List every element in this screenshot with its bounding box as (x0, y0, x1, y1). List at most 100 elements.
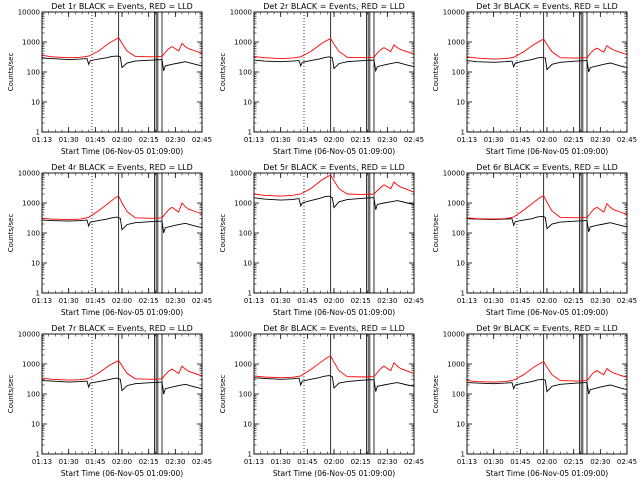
detector-panel-5: Det 5r BLACK = Events, RED = LLD Counts/s… (219, 163, 424, 317)
y-axis-label: Counts/sec (7, 375, 15, 414)
y-tick-label: 10 (243, 260, 252, 268)
y-tick-label: 1 (461, 451, 465, 459)
series-line-events (41, 377, 203, 395)
x-tick-label: 02:30 (590, 136, 610, 144)
panel-title: Det 1r BLACK = Events, RED = LLD (51, 2, 193, 11)
x-tick-label: 01:13 (32, 458, 52, 466)
x-tick-label: 01:30 (271, 297, 291, 305)
plot-frame (253, 172, 415, 294)
panel-title: Det 3r BLACK = Events, RED = LLD (476, 2, 618, 11)
x-tick-label: 02:00 (537, 458, 557, 466)
x-tick-label: 01:30 (59, 136, 79, 144)
panel-title: Det 5r BLACK = Events, RED = LLD (263, 163, 405, 172)
x-tick-label: 02:45 (192, 136, 212, 144)
x-tick-label: 02:15 (351, 136, 371, 144)
x-tick-label: 01:30 (484, 297, 504, 305)
plot-frame (466, 172, 628, 294)
y-tick-label: 1000 (22, 361, 40, 369)
x-tick-label: 01:13 (457, 297, 477, 305)
panel-title: Det 9r BLACK = Events, RED = LLD (476, 324, 618, 333)
x-tick-label: 01:45 (85, 297, 105, 305)
series-line-events (466, 56, 628, 73)
x-tick-label: 02:15 (564, 458, 584, 466)
x-tick-label: 02:00 (324, 136, 344, 144)
series-line-events (466, 378, 628, 395)
panel-title: Det 8r BLACK = Events, RED = LLD (263, 324, 405, 333)
x-tick-label: 01:13 (457, 136, 477, 144)
y-tick-label: 10000 (443, 170, 465, 178)
x-tick-label: 02:45 (192, 297, 212, 305)
y-axis-label: Counts/sec (7, 53, 15, 92)
x-tick-label: 01:13 (32, 136, 52, 144)
detector-panel-3: Det 3r BLACK = Events, RED = LLD Counts/s… (432, 2, 637, 156)
y-tick-label: 10000 (443, 9, 465, 17)
x-tick-label: 02:45 (617, 297, 637, 305)
series-line-events (466, 215, 628, 232)
x-tick-label: 01:13 (244, 458, 264, 466)
series-line-lld (466, 361, 628, 383)
y-tick-label: 100 (27, 230, 40, 238)
x-tick-label: 02:30 (377, 458, 397, 466)
y-tick-label: 1 (36, 290, 40, 298)
x-tick-label: 01:13 (244, 136, 264, 144)
x-axis-label: Start Time (06-Nov-05 01:09:00) (486, 308, 608, 317)
x-tick-label: 01:45 (85, 136, 105, 144)
y-axis-label: Counts/sec (219, 53, 227, 92)
x-tick-label: 02:30 (590, 297, 610, 305)
y-tick-label: 100 (27, 69, 40, 77)
x-tick-label: 01:13 (32, 297, 52, 305)
x-axis-label: Start Time (06-Nov-05 01:09:00) (273, 308, 395, 317)
y-tick-label: 10 (456, 99, 465, 107)
x-tick-label: 02:30 (377, 136, 397, 144)
plot-frame (253, 333, 415, 455)
x-tick-label: 01:45 (510, 136, 530, 144)
x-tick-label: 02:30 (165, 297, 185, 305)
x-axis-label: Start Time (06-Nov-05 01:09:00) (61, 469, 183, 478)
x-tick-label: 02:30 (377, 297, 397, 305)
x-tick-label: 02:15 (139, 297, 159, 305)
y-tick-label: 1000 (447, 361, 465, 369)
x-tick-label: 02:15 (351, 458, 371, 466)
y-tick-label: 100 (27, 391, 40, 399)
plot-frame (41, 11, 203, 133)
y-tick-label: 100 (452, 230, 465, 238)
y-tick-label: 10000 (18, 331, 40, 339)
x-axis-label: Start Time (06-Nov-05 01:09:00) (61, 147, 183, 156)
y-tick-label: 1 (461, 290, 465, 298)
detector-panel-1: Det 1r BLACK = Events, RED = LLD Counts/s… (7, 2, 212, 156)
x-tick-label: 02:15 (564, 136, 584, 144)
plot-frame (253, 11, 415, 133)
y-tick-label: 100 (452, 391, 465, 399)
y-tick-label: 10000 (230, 170, 252, 178)
series-line-events (253, 195, 415, 210)
series-line-events (41, 216, 203, 234)
x-tick-label: 01:45 (297, 136, 317, 144)
x-tick-label: 02:30 (165, 136, 185, 144)
y-tick-label: 1 (248, 451, 252, 459)
y-tick-label: 10000 (230, 9, 252, 17)
x-tick-label: 01:13 (457, 458, 477, 466)
detector-panel-6: Det 6r BLACK = Events, RED = LLD Counts/s… (432, 163, 637, 317)
panel-title: Det 7r BLACK = Events, RED = LLD (51, 324, 193, 333)
series-line-lld (41, 36, 203, 59)
panel-title: Det 4r BLACK = Events, RED = LLD (51, 163, 193, 172)
x-tick-label: 01:45 (510, 458, 530, 466)
x-tick-label: 01:30 (59, 458, 79, 466)
x-tick-label: 01:30 (271, 458, 291, 466)
y-tick-label: 1000 (234, 39, 252, 47)
y-tick-label: 10000 (18, 170, 40, 178)
x-tick-label: 01:45 (297, 297, 317, 305)
x-tick-label: 01:45 (85, 458, 105, 466)
y-tick-label: 1 (36, 451, 40, 459)
y-axis-label: Counts/sec (432, 214, 440, 253)
series-line-lld (41, 360, 203, 381)
y-axis-label: Counts/sec (432, 53, 440, 92)
x-tick-label: 02:00 (537, 136, 557, 144)
y-tick-label: 1000 (22, 39, 40, 47)
y-tick-label: 100 (452, 69, 465, 77)
y-tick-label: 100 (239, 69, 252, 77)
x-tick-label: 02:15 (139, 458, 159, 466)
panel-title: Det 6r BLACK = Events, RED = LLD (476, 163, 618, 172)
x-tick-label: 02:15 (564, 297, 584, 305)
series-line-lld (41, 195, 203, 221)
